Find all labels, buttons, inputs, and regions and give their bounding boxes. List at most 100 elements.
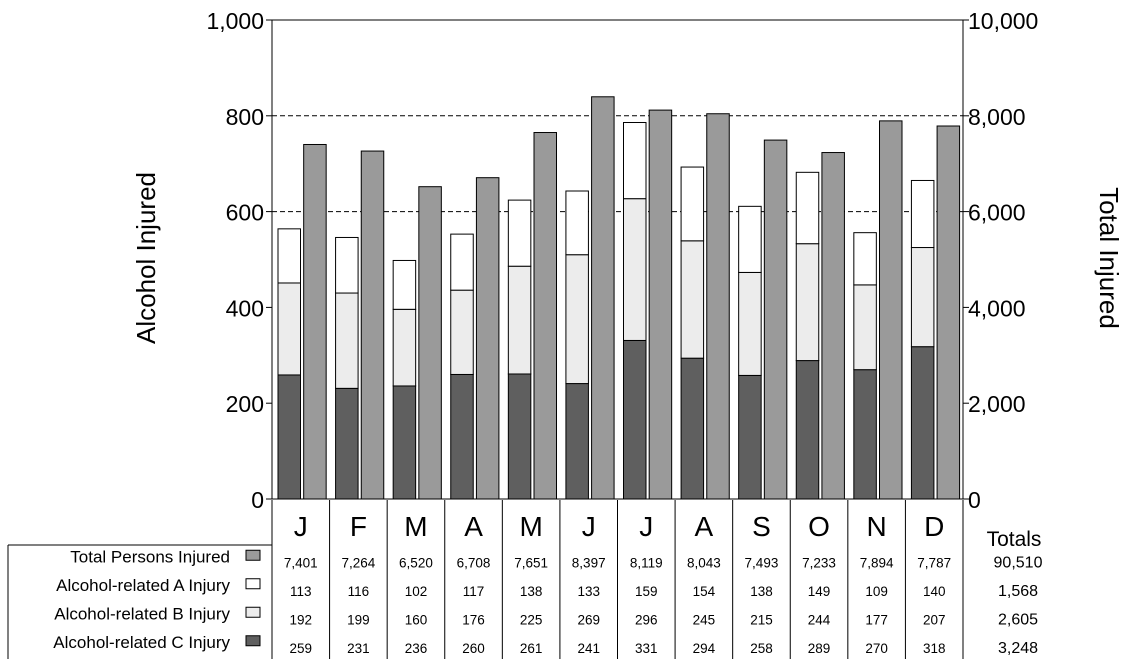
table-cell: 7,264 (341, 555, 375, 570)
total-bar (821, 152, 845, 500)
left-tick-label: 1,000 (206, 8, 264, 34)
bar-segment (795, 243, 820, 362)
bar-segment (450, 233, 474, 291)
bar-segment (450, 289, 474, 375)
bar-segment (507, 265, 532, 375)
bar-segment (853, 232, 877, 286)
total-bar (533, 132, 558, 500)
table-cell: 331 (635, 641, 658, 656)
bar-segment (277, 282, 301, 376)
category-label: J (639, 511, 653, 542)
table-cell: 159 (635, 584, 658, 599)
left-axis-title: Alcohol Injured (131, 172, 161, 344)
table-cell: 236 (405, 641, 428, 656)
left-tick-label: 200 (226, 391, 264, 417)
table-cell: 7,894 (860, 555, 894, 570)
totals-header: Totals (987, 528, 1042, 551)
total-bar (648, 109, 673, 500)
right-tick-label: 6,000 (968, 200, 1026, 226)
bar-segment (507, 373, 532, 500)
bar-segment (392, 259, 417, 310)
bar-segment (277, 228, 301, 284)
category-label: J (294, 511, 308, 542)
bar-segment (738, 374, 762, 500)
table-cell: 259 (290, 641, 313, 656)
bar-segment (738, 205, 762, 273)
right-tick-label: 8,000 (968, 104, 1026, 130)
left-tick-label: 800 (226, 104, 264, 130)
table-cell: 109 (865, 584, 888, 599)
bar-segment (450, 373, 474, 500)
table-cell: 7,493 (745, 555, 779, 570)
table-cell: 116 (348, 584, 370, 599)
bar-segment (565, 254, 589, 385)
table-total-cell: 3,248 (998, 640, 1038, 657)
category-label: A (464, 511, 483, 542)
legend-swatch (245, 578, 261, 590)
table-cell: 244 (808, 612, 831, 627)
table-total-cell: 1,568 (998, 583, 1038, 600)
table-cell: 231 (347, 641, 370, 656)
right-tick-label: 4,000 (968, 295, 1026, 321)
bar-segment (392, 385, 417, 500)
table-cell: 7,651 (514, 555, 548, 570)
table-cell: 138 (520, 584, 543, 599)
table-cell: 207 (923, 612, 946, 627)
table-cell: 140 (923, 584, 946, 599)
bar-segment (392, 308, 417, 387)
table-cell: 149 (808, 584, 831, 599)
category-label: D (924, 511, 944, 542)
bar-segment (680, 166, 705, 242)
table-cell: 199 (347, 612, 370, 627)
table-row-label: Alcohol-related C Injury (53, 633, 230, 652)
table-cell: 6,708 (457, 555, 491, 570)
left-tick-label: 600 (226, 200, 264, 226)
bar-segment (853, 284, 877, 371)
table-cell: 154 (693, 584, 716, 599)
category-label: S (752, 511, 771, 542)
bar-segment (910, 346, 935, 500)
total-bar (475, 177, 500, 500)
left-tick-label: 0 (251, 487, 264, 513)
bar-segment (565, 190, 589, 256)
table-cell: 289 (808, 641, 831, 656)
table-cell: 260 (462, 641, 485, 656)
table-cell: 225 (520, 612, 543, 627)
right-tick-label: 10,000 (968, 8, 1038, 34)
bar-segment (680, 357, 705, 500)
right-tick-label: 0 (968, 487, 981, 513)
table-cell: 113 (290, 584, 312, 599)
bar-segment (795, 171, 820, 245)
category-label: F (350, 511, 367, 542)
table-cell: 7,401 (284, 555, 318, 570)
bar-segment (623, 122, 647, 200)
plot-frame (271, 19, 964, 500)
total-bar (303, 143, 327, 500)
table-cell: 245 (693, 612, 716, 627)
table-cell: 318 (923, 641, 946, 656)
table-cell: 8,043 (687, 555, 721, 570)
total-bar (763, 139, 788, 500)
total-bar (936, 125, 961, 500)
total-bar (360, 150, 385, 500)
table-cell: 241 (577, 641, 600, 656)
bar-segment (795, 360, 820, 500)
category-label: O (808, 511, 830, 542)
bar-segment (623, 198, 647, 341)
table-cell: 261 (520, 641, 543, 656)
total-bar (879, 120, 903, 500)
bar-segment (853, 369, 877, 500)
table-cell: 176 (462, 612, 485, 627)
table-cell: 6,520 (399, 555, 433, 570)
total-bar (418, 186, 442, 500)
bar-segment (335, 387, 359, 500)
bar-segment (335, 292, 359, 389)
category-label: M (404, 511, 427, 542)
table-cell: 7,787 (917, 555, 951, 570)
legend-swatch (245, 606, 261, 618)
left-tick-label: 400 (226, 295, 264, 321)
category-label: J (582, 511, 596, 542)
category-label: A (695, 511, 714, 542)
legend-swatch (245, 549, 261, 561)
